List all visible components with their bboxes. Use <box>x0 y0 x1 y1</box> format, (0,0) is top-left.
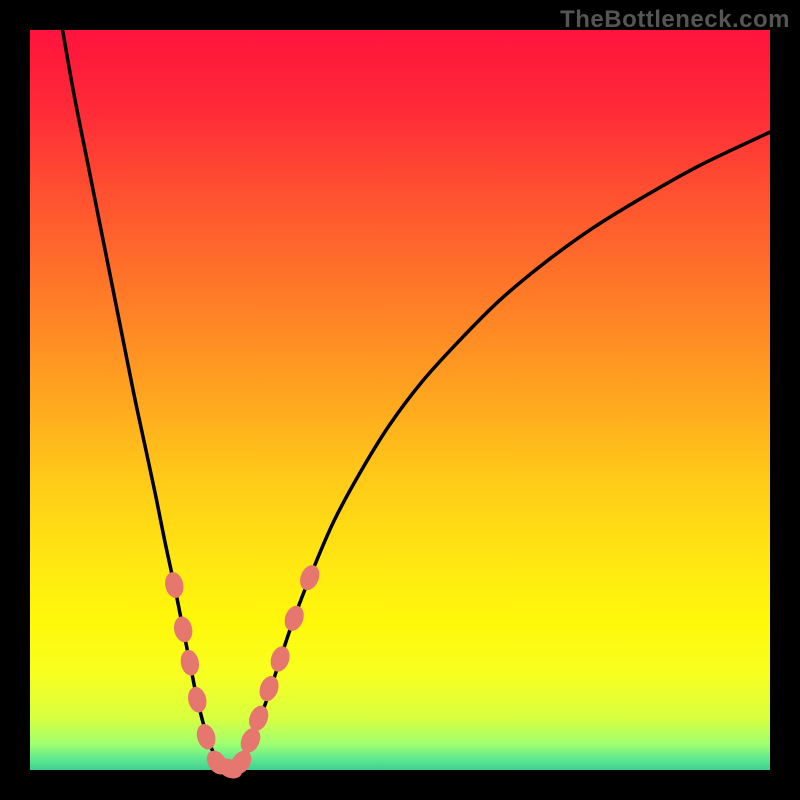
watermark-text: TheBottleneck.com <box>560 6 790 34</box>
chart-background <box>30 30 770 770</box>
chart-container: TheBottleneck.com <box>0 0 800 800</box>
bottleneck-chart <box>0 0 800 800</box>
